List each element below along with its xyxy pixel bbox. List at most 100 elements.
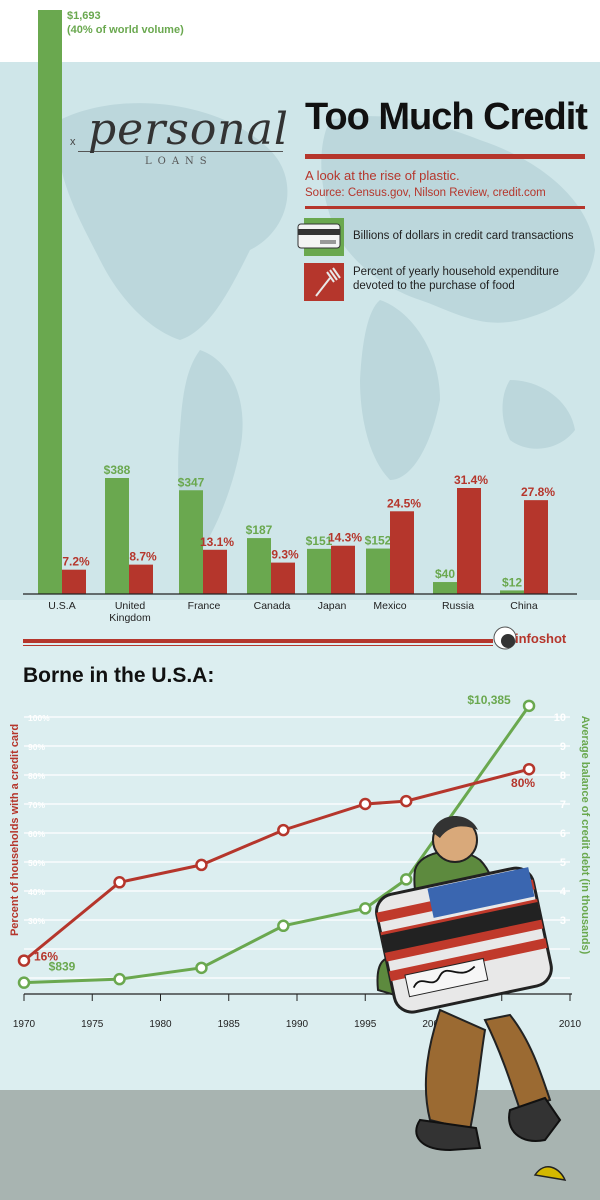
ground-strip: [0, 1090, 600, 1200]
source-rule: [305, 206, 585, 209]
bar-credit-label-4: $151: [306, 534, 333, 548]
logo-signature-line: [78, 151, 283, 152]
title-rule: [305, 154, 585, 159]
x-tick-label: 1985: [218, 1019, 241, 1030]
point-households-5: [399, 794, 413, 808]
infoshot-logo-icon: [493, 626, 517, 650]
point-credit-debt-1: [113, 972, 126, 986]
bar-category-label-6: Russia: [442, 600, 474, 612]
logo-wordmark: personal: [88, 104, 289, 155]
bar-credit-3: [247, 538, 271, 594]
y-left-tick-label: 70%: [28, 800, 45, 810]
x-tick-label: 2000: [422, 1019, 445, 1030]
line-annotation-1: 80%: [511, 776, 535, 790]
bar-category-label-0: U.S.A: [48, 600, 75, 612]
point-households-4: [359, 797, 372, 811]
y-right-tick-label: 5: [560, 857, 566, 869]
page-title: Too Much Credit: [305, 96, 588, 138]
line-chart-title: Borne in the U.S.A:: [23, 664, 215, 687]
bar-food-5: [390, 511, 414, 594]
bar-credit-7: [500, 590, 524, 594]
point-households-0: [17, 954, 31, 967]
credit-card-icon: [297, 223, 341, 249]
bar-credit-4: [307, 548, 331, 594]
bar-credit-6: [433, 582, 457, 594]
lower-background: [0, 600, 600, 1090]
fork-icon: [315, 267, 341, 297]
bar-credit-5: [366, 548, 390, 594]
line-annotation-3: $10,385: [467, 693, 511, 707]
y-right-tick-label: 4: [560, 886, 567, 898]
bar-category-label-1: Kingdom: [109, 612, 151, 624]
legend-food-swatch: [304, 263, 344, 301]
point-households-2: [195, 858, 208, 872]
y-left-tick-label: 80%: [28, 771, 45, 781]
usa-bar-note: $1,693 (40% of world volume): [67, 9, 184, 37]
bar-category-label-5: Mexico: [373, 600, 406, 612]
page-subtitle: A look at the rise of plastic.: [305, 168, 460, 183]
bar-food-0: [62, 569, 86, 594]
x-tick-label: 2010: [559, 1019, 582, 1030]
bar-credit-2: [179, 490, 203, 594]
man-carrying-card-illustration: [375, 816, 567, 1181]
bar-credit-label-6: $40: [435, 567, 455, 581]
point-households-1: [113, 876, 126, 889]
bar-food-label-6: 31.4%: [454, 473, 488, 487]
bar-food-4: [331, 545, 355, 594]
top-strip: [0, 0, 600, 62]
y-right-axis-label: Average balance of credit debt (in thous…: [579, 716, 591, 955]
logo-subtext: LOANS: [145, 156, 213, 167]
line-annotation-2: $839: [49, 960, 76, 974]
point-households-6: [522, 762, 536, 776]
logo-x: x: [70, 136, 76, 148]
section-divider-thin: [23, 645, 493, 646]
line-chart-ticks: 19701975198019851990199520002005201030%4…: [9, 712, 591, 1030]
x-tick-label: 1995: [354, 1019, 377, 1030]
y-right-tick-label: 6: [560, 828, 566, 840]
y-left-tick-label: 50%: [28, 858, 45, 868]
legend-credit-swatch: [297, 218, 344, 256]
bar-credit-label-7: $12: [502, 575, 522, 589]
point-credit-debt-5: [399, 873, 413, 886]
bar-category-label-3: Canada: [254, 600, 291, 612]
bar-category-label-7: China: [510, 600, 538, 612]
x-tick-label: 1980: [149, 1019, 172, 1030]
legend-credit-label: Billions of dollars in credit card trans…: [353, 230, 574, 242]
point-credit-debt-4: [359, 902, 372, 915]
page-source: Source: Census.gov, Nilson Review, credi…: [305, 187, 546, 199]
point-credit-debt-3: [277, 919, 290, 933]
y-left-tick-label: 100%: [28, 713, 50, 723]
y-left-tick-label: 60%: [28, 829, 45, 839]
bar-food-label-1: 8.7%: [129, 550, 157, 564]
bar-category-label-1: United: [115, 600, 146, 612]
bar-food-2: [203, 549, 227, 594]
point-households-3: [277, 823, 290, 837]
map-continents: [58, 103, 595, 560]
bar-food-7: [524, 500, 548, 594]
x-tick-label: 1975: [81, 1019, 104, 1030]
bar-credit-0: [38, 10, 62, 594]
line-annotation-0: 16%: [34, 950, 58, 964]
bar-credit-label-2: $347: [178, 475, 205, 489]
point-credit-debt-0: [17, 976, 31, 989]
bar-food-label-0: 7.2%: [62, 555, 90, 569]
legend-food-label: Percent of yearly household expenditure …: [353, 266, 559, 292]
bar-food-label-3: 9.3%: [271, 548, 299, 562]
usa-bar-share: (40% of world volume): [67, 24, 184, 36]
usa-bar-value: $1,693: [67, 10, 101, 22]
bar-credit-1: [105, 478, 129, 594]
point-credit-debt-2: [195, 961, 208, 975]
y-right-tick-label: 8: [560, 770, 566, 782]
y-right-tick-label: 7: [560, 799, 566, 811]
x-tick-label: 1990: [286, 1019, 309, 1030]
y-right-tick-label: 10: [554, 712, 566, 724]
x-tick-label: 1970: [13, 1019, 36, 1030]
y-left-tick-label: 90%: [28, 742, 45, 752]
bar-credit-label-3: $187: [246, 523, 273, 537]
bar-food-1: [129, 564, 153, 594]
point-credit-debt-6: [522, 699, 536, 713]
bar-food-label-2: 13.1%: [200, 535, 234, 549]
y-left-axis-label: Percent of households with a credit card: [9, 724, 21, 936]
y-left-tick-label: 40%: [28, 887, 45, 897]
